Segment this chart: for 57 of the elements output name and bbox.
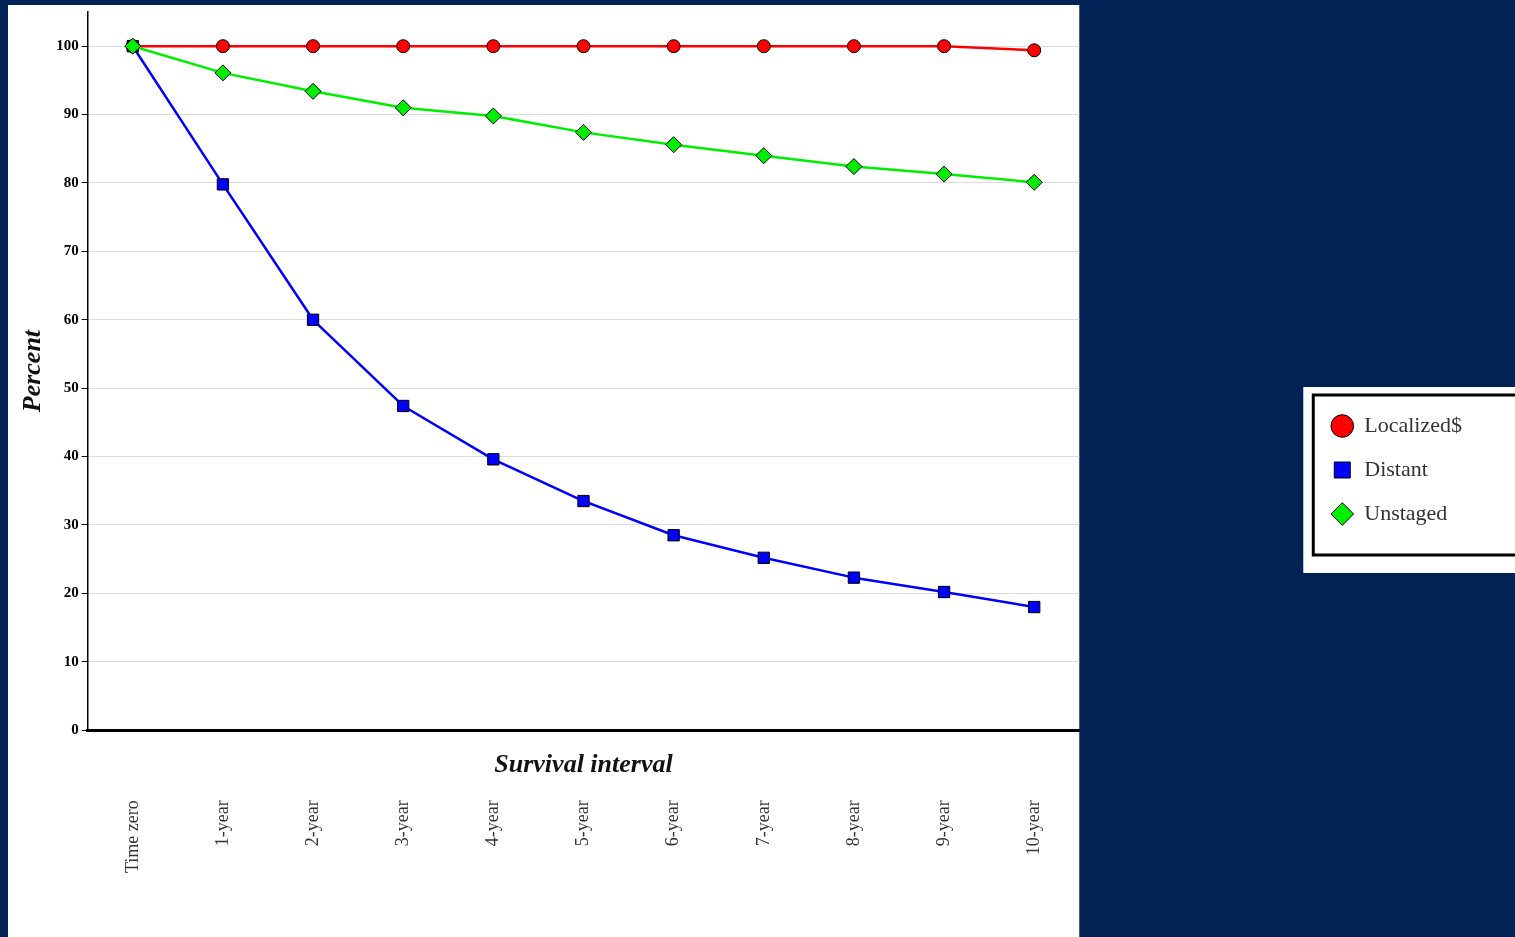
point xyxy=(756,39,771,54)
y-tick-label: 10 xyxy=(63,652,79,669)
point xyxy=(577,494,590,508)
y-tick-label: 60 xyxy=(63,310,79,327)
point xyxy=(937,39,952,54)
point xyxy=(216,178,230,191)
legend-label: Unstaged xyxy=(1364,499,1448,525)
point xyxy=(935,165,953,183)
point xyxy=(214,64,232,82)
point xyxy=(937,585,951,599)
point xyxy=(757,551,770,564)
point xyxy=(484,107,502,125)
x-tick-label: Time zero xyxy=(121,800,142,873)
x-tick-label: 2-year xyxy=(301,800,322,847)
point xyxy=(666,39,681,54)
point xyxy=(845,158,863,176)
x-tick-label: 10-year xyxy=(1022,800,1043,856)
point xyxy=(1028,600,1041,614)
point xyxy=(396,39,411,54)
point xyxy=(394,99,412,117)
point xyxy=(397,399,410,413)
x-tick-label: 5-year xyxy=(572,800,593,847)
point xyxy=(667,529,680,542)
x-tick-label: 9-year xyxy=(932,800,953,847)
point xyxy=(1025,173,1043,191)
x-tick-label: 8-year xyxy=(842,800,863,847)
point xyxy=(486,39,501,54)
legend-label: Localized$ xyxy=(1364,411,1463,437)
point xyxy=(755,147,773,165)
point xyxy=(846,39,861,54)
x-axis-title: Survival interval xyxy=(494,748,674,778)
y-tick-label: 20 xyxy=(63,584,79,601)
point xyxy=(576,39,591,54)
y-tick-label: 90 xyxy=(63,105,79,122)
y-tick-label: 100 xyxy=(56,37,79,54)
point xyxy=(306,39,321,54)
y-tick-label: 30 xyxy=(63,515,79,532)
point xyxy=(1027,43,1042,58)
point xyxy=(215,39,230,54)
y-tick-label: 70 xyxy=(63,242,79,259)
point xyxy=(574,123,592,141)
y-tick-label: 50 xyxy=(63,379,79,396)
x-tick-label: 4-year xyxy=(482,800,503,847)
point xyxy=(306,313,320,326)
y-axis-title: Percent xyxy=(17,329,47,414)
point xyxy=(487,453,500,466)
x-tick-label: 1-year xyxy=(211,800,232,847)
point xyxy=(847,571,861,584)
x-tick-label: 3-year xyxy=(391,800,412,847)
y-tick-label: 40 xyxy=(63,447,79,464)
point xyxy=(665,136,683,154)
x-tick-label: 7-year xyxy=(752,800,773,847)
legend-label: Distant xyxy=(1364,455,1428,481)
y-tick-label: 0 xyxy=(71,721,79,738)
x-tick-label: 6-year xyxy=(662,800,683,847)
y-tick-label: 80 xyxy=(63,173,79,190)
point xyxy=(304,82,322,100)
